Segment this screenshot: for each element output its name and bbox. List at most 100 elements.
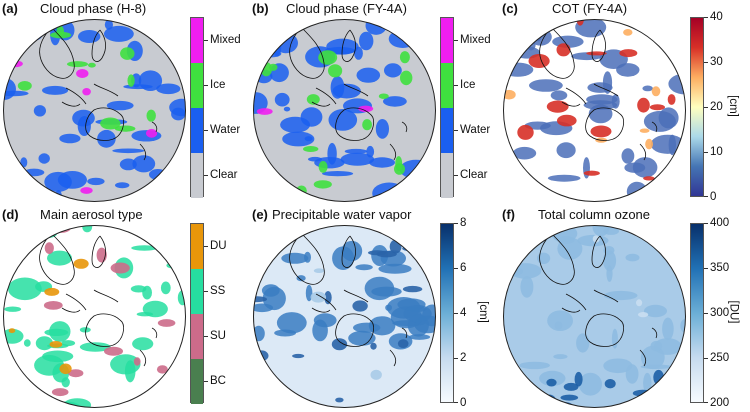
field-patch [114, 125, 136, 132]
field-patch [662, 317, 674, 341]
field-patch [512, 146, 537, 160]
field-patch [682, 351, 686, 367]
field-patch [546, 100, 569, 113]
field-patch [170, 26, 186, 46]
colorbar-tick-label: 40 [710, 11, 723, 23]
field-patch [528, 54, 550, 68]
field-patch [153, 385, 167, 399]
field-patch [625, 364, 639, 384]
field-patch [115, 182, 130, 189]
colorbar-label: Ice [210, 78, 226, 91]
field-patch [583, 170, 600, 176]
field-patch [623, 29, 633, 36]
field-patch [503, 62, 534, 77]
field-patch [172, 249, 185, 265]
coastline [39, 233, 75, 285]
coastline [139, 327, 158, 367]
field-patch [340, 152, 375, 166]
field-patch [517, 124, 534, 140]
field-patch [578, 372, 602, 396]
coastline [585, 313, 624, 347]
colorbar-label: SU [210, 329, 226, 342]
colorbar-tick [204, 174, 208, 176]
colorbar-tick-label: 200 [710, 397, 730, 409]
globe-map [503, 19, 686, 202]
field-patch [560, 394, 579, 401]
field-patch [51, 388, 69, 397]
globe-map [3, 19, 186, 202]
field-patch [266, 19, 281, 22]
field-patch [253, 60, 262, 69]
coastline [61, 289, 119, 313]
field-patch [262, 286, 286, 311]
field-patch [135, 403, 158, 408]
field-patch [529, 79, 563, 92]
field-patch [645, 225, 671, 238]
field-patch [602, 71, 613, 94]
coastline [341, 29, 356, 62]
field-patch [87, 177, 105, 186]
coastline [335, 313, 374, 347]
field-patch [503, 368, 512, 384]
coastline [389, 121, 408, 161]
field-patch [181, 276, 186, 285]
field-patch [383, 96, 407, 107]
colorbar-tick [454, 268, 458, 269]
field-patch [395, 156, 403, 171]
field-patch [636, 299, 643, 307]
colorbar-tick [204, 129, 208, 131]
coastline [289, 27, 325, 79]
panel-title: Cloud phase (H-8) [40, 1, 147, 16]
colorbar-tick [704, 402, 708, 403]
field-patch [603, 250, 617, 272]
field-patch [112, 148, 145, 154]
field-patch [418, 236, 436, 260]
field-patch [643, 372, 652, 394]
field-patch [33, 105, 46, 117]
field-patch [132, 155, 156, 173]
field-patch [20, 157, 28, 168]
field-patch [80, 187, 93, 194]
coastline [639, 121, 658, 161]
field-patch [100, 117, 121, 130]
field-patch [643, 176, 655, 181]
field-patch [303, 146, 319, 152]
field-patch [8, 328, 16, 334]
field-patch [611, 94, 620, 109]
panel-label: (b) [252, 1, 269, 16]
field-patch [32, 392, 47, 400]
field-patch [396, 189, 405, 200]
field-patch [651, 86, 661, 97]
field-patch [519, 361, 550, 370]
field-patch [6, 192, 16, 199]
map-background [3, 19, 186, 202]
field-patch [680, 318, 686, 334]
field-patch [557, 237, 583, 260]
field-patch [110, 262, 130, 274]
field-patch [21, 21, 45, 42]
field-patch [33, 401, 63, 408]
colorbar-segment [191, 314, 203, 359]
field-patch [82, 225, 93, 233]
field-patch [669, 245, 686, 258]
field-patch [156, 83, 181, 95]
colorbar-tick-label: 10 [710, 146, 723, 158]
field-patch [47, 250, 72, 266]
field-patch [136, 312, 154, 317]
field-patch [588, 104, 613, 124]
colorbar-tick-label: 0 [710, 191, 717, 203]
field-patch [638, 312, 649, 318]
field-patch [370, 369, 382, 380]
field-patch [169, 98, 186, 117]
colorbar-label: Clear [460, 168, 488, 181]
field-patch [655, 173, 682, 192]
field-patch [576, 333, 590, 353]
colorbar-tick-label: 30 [710, 56, 723, 68]
coastline [335, 107, 374, 141]
field-patch [592, 225, 610, 237]
field-patch [68, 369, 84, 378]
field-patch [403, 305, 432, 323]
colorbar-tick [454, 84, 458, 86]
field-patch [520, 275, 534, 298]
field-patch [645, 138, 653, 150]
